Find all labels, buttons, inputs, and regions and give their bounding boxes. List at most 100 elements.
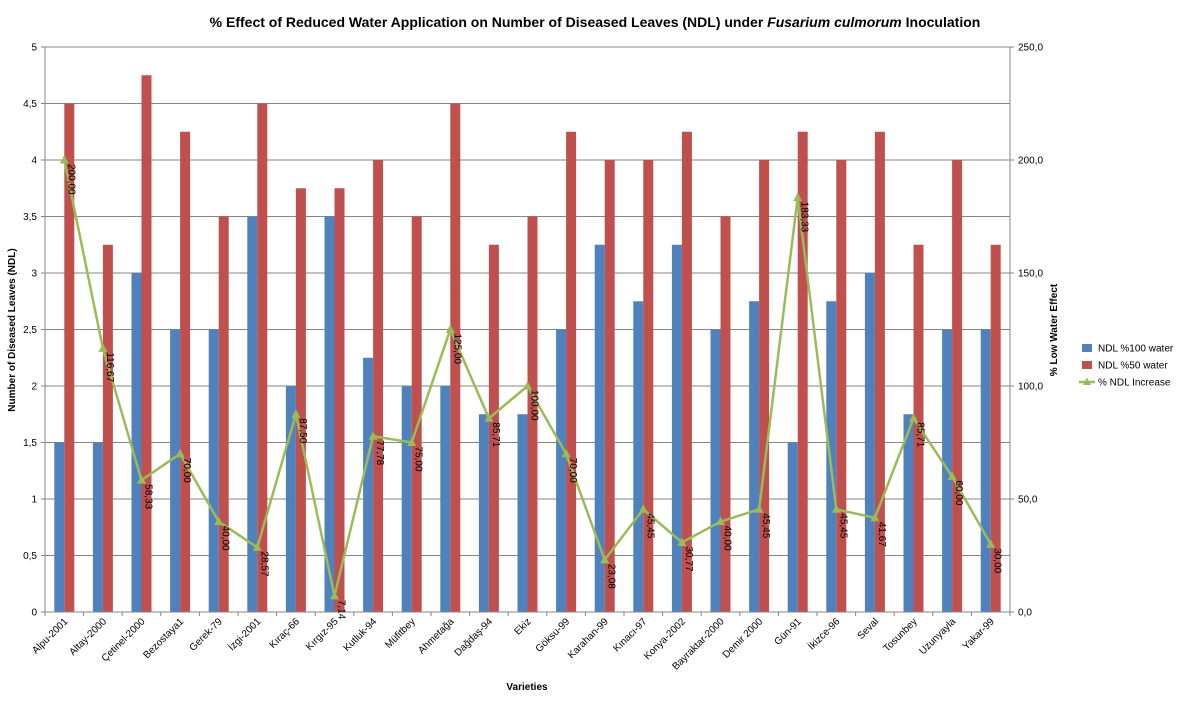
bar-ndl-50-water: [720, 216, 731, 612]
chart-title: % Effect of Reduced Water Application on…: [210, 14, 981, 30]
line-marker: [870, 512, 880, 522]
bar-ndl-50-water: [681, 131, 692, 612]
x-tick-label: Gün-91: [772, 616, 804, 648]
data-label: 85,71: [915, 422, 926, 447]
y-axis-left-title: Number of Diseased Leaves (NDL): [7, 248, 18, 411]
bar-ndl-100-water: [324, 216, 335, 612]
bar-ndl-50-water: [411, 216, 422, 612]
bar-ndl-100-water: [208, 329, 219, 612]
y-tick-left: 3,5: [23, 212, 37, 223]
line-marker: [484, 413, 494, 422]
bar-ndl-50-water: [450, 103, 461, 612]
bar-ndl-100-water: [594, 244, 605, 612]
bar-ndl-50-water: [527, 216, 538, 612]
y-tick-right: 150,0: [1018, 269, 1043, 280]
bar-ndl-50-water: [874, 131, 885, 612]
x-tick-label: Bezostaya1: [141, 616, 186, 661]
data-label: 60,00: [953, 480, 964, 505]
bar-ndl-50-water: [566, 131, 577, 612]
x-tick-label: Ahmetağa: [416, 616, 456, 656]
bar-ndl-100-water: [92, 442, 103, 612]
data-label: 41,67: [876, 522, 887, 547]
x-tick-label: Ekiz: [512, 616, 533, 637]
bar-ndl-50-water: [990, 244, 1001, 612]
line-marker: [947, 471, 957, 480]
y-tick-left: 0,5: [23, 551, 37, 562]
line-marker: [214, 516, 224, 526]
x-tick-label: Gerek-79: [188, 616, 226, 654]
bar-ndl-50-water: [64, 103, 75, 612]
line-marker: [291, 409, 301, 418]
data-label: 45,45: [837, 513, 848, 538]
line-marker: [175, 448, 185, 458]
bar-ndl-100-water: [633, 301, 644, 612]
data-label: 70,00: [181, 458, 192, 483]
bar-ndl-50-water: [759, 160, 770, 612]
bar-ndl-100-water: [401, 386, 412, 612]
bar-ndl-100-water: [864, 273, 875, 612]
data-label: 70,00: [567, 458, 578, 483]
y-tick-left: 3: [31, 269, 37, 280]
y-tick-left: 4: [31, 156, 37, 167]
x-tick-label: Uzunyayla: [917, 616, 958, 657]
data-label: 45,45: [760, 513, 771, 538]
x-tick-label: Dağdaş-94: [453, 616, 496, 659]
x-tick-label: Alpu-2001: [30, 616, 70, 656]
line-marker: [98, 343, 108, 352]
title-part-1: Fusarium culmorum: [767, 14, 902, 30]
bar-ndl-100-water: [247, 216, 258, 612]
title-part-2: Inoculation: [902, 14, 981, 30]
y-tick-left: 5: [31, 43, 37, 54]
data-label: 40,00: [722, 526, 733, 551]
bar-ndl-100-water: [903, 414, 914, 612]
line-marker: [561, 448, 571, 458]
data-label: 30,77: [683, 546, 694, 571]
data-label: 30,00: [992, 548, 1003, 573]
bar-ndl-100-water: [478, 414, 489, 612]
line-marker: [986, 539, 996, 548]
title-part-0: % Effect of Reduced Water Application on…: [210, 14, 768, 30]
legend-swatch-bar: [1082, 344, 1092, 352]
line-marker: [137, 475, 146, 484]
y-tick-left: 1,5: [23, 438, 37, 449]
y-tick-right: 50,0: [1018, 495, 1038, 506]
legend: NDL %100 water NDL %50 water % NDL Increas…: [1079, 344, 1174, 389]
y-tick-left: 4,5: [23, 99, 37, 110]
line-marker: [600, 554, 610, 564]
data-label: 23,08: [606, 564, 617, 589]
x-tick-label: Karahan-99: [566, 616, 611, 661]
bar-ndl-100-water: [517, 414, 528, 612]
x-tick-label: Kıraç-66: [268, 616, 303, 651]
bar-ndl-50-water: [604, 160, 615, 612]
data-label: 125,00: [451, 334, 462, 365]
bar-ndl-100-water: [556, 329, 567, 612]
bar-ndl-100-water: [826, 301, 837, 612]
bar-ndl-100-water: [363, 357, 374, 612]
x-tick-label: Altay-2000: [67, 616, 109, 658]
legend-swatch-bar: [1082, 361, 1092, 369]
data-label: 116,67: [104, 352, 115, 382]
line-series: [59, 155, 996, 600]
line-marker: [407, 437, 417, 446]
data-label: 85,71: [490, 422, 501, 447]
data-label: 58,33: [143, 484, 154, 509]
data-label: 87,50: [297, 418, 308, 443]
bar-ndl-100-water: [170, 329, 181, 612]
legend-label: NDL %100 water: [1098, 344, 1174, 355]
line-marker: [909, 413, 918, 422]
x-tick-label: Göksu-99: [534, 616, 573, 655]
bar-ndl-100-water: [285, 386, 296, 612]
bar-ndl-50-water: [488, 244, 499, 612]
data-label: 183,33: [799, 202, 810, 233]
bar-ndl-50-water: [141, 75, 152, 612]
x-tick-label: Tosunbey: [882, 616, 920, 654]
data-label: 75,00: [413, 447, 424, 472]
line-marker: [368, 431, 378, 440]
data-label: 200,00: [65, 164, 76, 195]
x-tick-label: İzgi-2001: [225, 615, 264, 654]
bar-ndl-100-water: [671, 244, 682, 612]
bar-ndl-50-water: [102, 244, 113, 612]
line-marker: [677, 537, 687, 546]
